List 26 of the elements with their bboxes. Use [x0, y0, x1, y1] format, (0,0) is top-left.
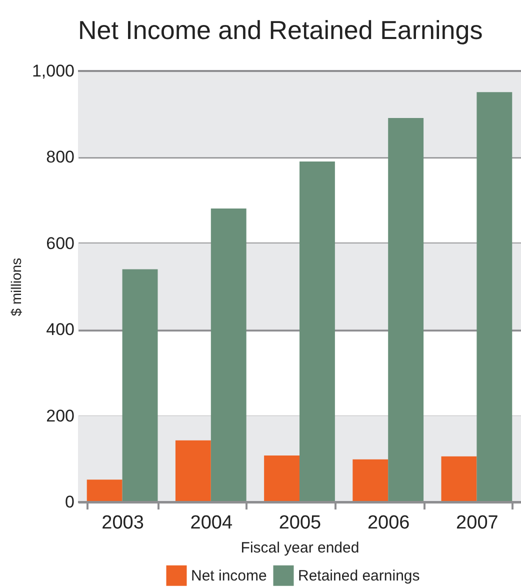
- bar: [476, 92, 512, 502]
- bar: [175, 440, 211, 502]
- legend-label: Retained earnings: [298, 568, 420, 585]
- bar: [210, 208, 246, 502]
- y-tick-label: 200: [46, 406, 74, 426]
- x-tick-label: 2004: [190, 512, 233, 534]
- y-tick-label: 400: [46, 320, 74, 340]
- x-tick-label: 2005: [278, 512, 322, 534]
- y-axis-title: $ millions: [8, 258, 24, 316]
- x-tick-label: 2006: [367, 512, 410, 534]
- bar: [441, 456, 477, 502]
- bar: [122, 269, 158, 502]
- x-tick-label: 2007: [456, 512, 498, 534]
- y-tick-label: 0: [65, 492, 74, 512]
- chart-title: Net Income and Retained Earnings: [78, 15, 483, 45]
- y-tick-label: 600: [46, 234, 74, 253]
- y-tick-label: 800: [46, 148, 74, 167]
- bar: [300, 162, 335, 502]
- x-axis-title: Fiscal year ended: [240, 540, 360, 556]
- y-tick-label: 1,000: [32, 62, 74, 80]
- bar: [352, 459, 388, 502]
- bar: [86, 480, 122, 502]
- bar: [388, 118, 424, 502]
- bar: [264, 455, 300, 502]
- legend-label: Net income: [191, 568, 267, 585]
- x-tick-label: 2003: [102, 512, 144, 534]
